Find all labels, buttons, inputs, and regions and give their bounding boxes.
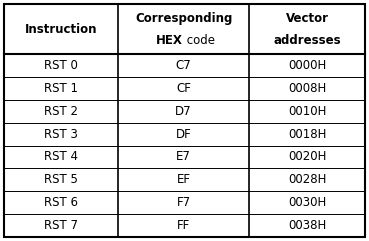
Text: Instruction: Instruction	[25, 23, 97, 36]
Text: RST 1: RST 1	[44, 82, 78, 95]
Text: addresses: addresses	[273, 33, 341, 47]
Text: Vector: Vector	[286, 12, 329, 25]
Text: code: code	[183, 33, 215, 47]
Text: D7: D7	[175, 105, 192, 118]
Text: RST 0: RST 0	[44, 59, 78, 72]
Text: RST 6: RST 6	[44, 196, 78, 209]
Text: RST 5: RST 5	[44, 173, 78, 186]
Text: Corresponding: Corresponding	[135, 12, 232, 25]
Text: 0008H: 0008H	[288, 82, 326, 95]
Text: C7: C7	[176, 59, 192, 72]
Text: 0010H: 0010H	[288, 105, 327, 118]
Text: E7: E7	[176, 150, 191, 163]
Text: RST 2: RST 2	[44, 105, 78, 118]
Text: 0028H: 0028H	[288, 173, 327, 186]
Text: RST 3: RST 3	[44, 128, 78, 141]
Text: RST 4: RST 4	[44, 150, 78, 163]
Text: 0018H: 0018H	[288, 128, 327, 141]
Text: 0030H: 0030H	[288, 196, 326, 209]
Text: 0038H: 0038H	[288, 219, 326, 232]
Text: 0020H: 0020H	[288, 150, 327, 163]
Text: DF: DF	[176, 128, 192, 141]
Text: RST 7: RST 7	[44, 219, 78, 232]
Text: FF: FF	[177, 219, 190, 232]
Text: EF: EF	[177, 173, 191, 186]
Text: 0000H: 0000H	[288, 59, 326, 72]
Text: HEX: HEX	[156, 33, 183, 47]
Text: CF: CF	[176, 82, 191, 95]
Text: F7: F7	[176, 196, 191, 209]
